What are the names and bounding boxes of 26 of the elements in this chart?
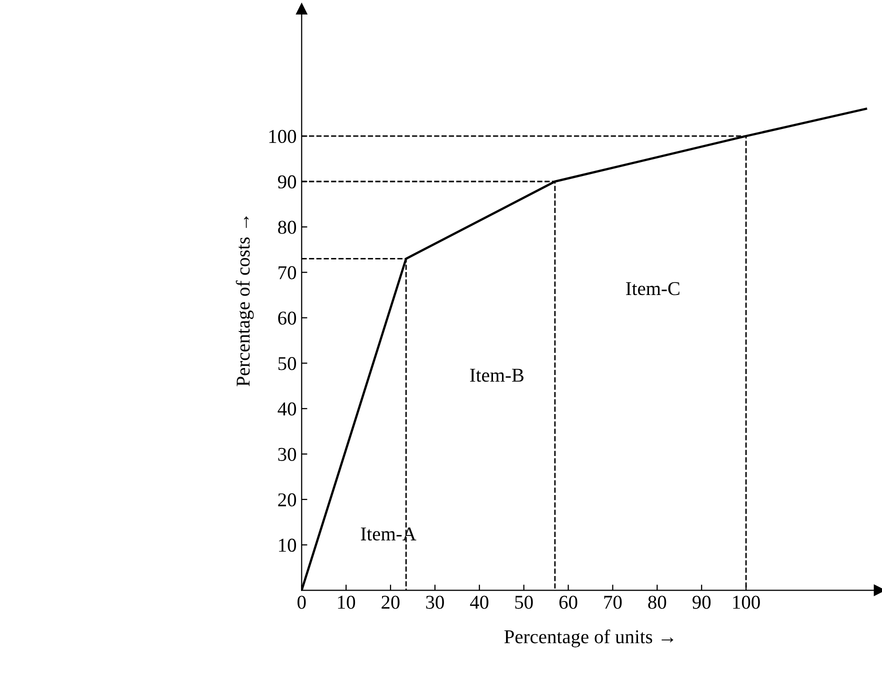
x-tick-label: 100 bbox=[733, 596, 760, 609]
x-tick-label: 60 bbox=[559, 596, 578, 609]
y-tick-label: 100 bbox=[269, 130, 296, 144]
y-tick-label: 80 bbox=[278, 220, 296, 234]
y-tick-label: 40 bbox=[278, 402, 296, 416]
x-tick-label: 10 bbox=[338, 596, 356, 609]
y-tick-label: 20 bbox=[278, 493, 296, 506]
y-tick-label: 50 bbox=[278, 357, 296, 370]
y-tick-label: 30 bbox=[278, 448, 296, 461]
x-tick-label: 0 bbox=[298, 596, 306, 609]
x-tick-label: 20 bbox=[382, 596, 400, 609]
x-tick-label: 90 bbox=[692, 596, 711, 609]
x-tick-label: 40 bbox=[470, 596, 488, 609]
y-axis-title: Percentage of costs → bbox=[236, 216, 254, 386]
annotation: Item-C bbox=[626, 282, 680, 296]
y-tick-label: 70 bbox=[278, 266, 296, 280]
x-tick-label: 50 bbox=[515, 596, 533, 609]
x-tick-label: 80 bbox=[648, 596, 666, 609]
annotation: Item-B bbox=[470, 368, 524, 382]
y-tick-label: 90 bbox=[278, 175, 296, 188]
annotation: Item-A bbox=[360, 527, 416, 541]
y-tick-label: 60 bbox=[278, 312, 296, 325]
x-axis-title: Percentage of units → bbox=[504, 629, 674, 648]
y-tick-label: 10 bbox=[279, 538, 296, 552]
x-tick-label: 30 bbox=[426, 596, 444, 609]
x-tick-label: 70 bbox=[604, 596, 622, 609]
